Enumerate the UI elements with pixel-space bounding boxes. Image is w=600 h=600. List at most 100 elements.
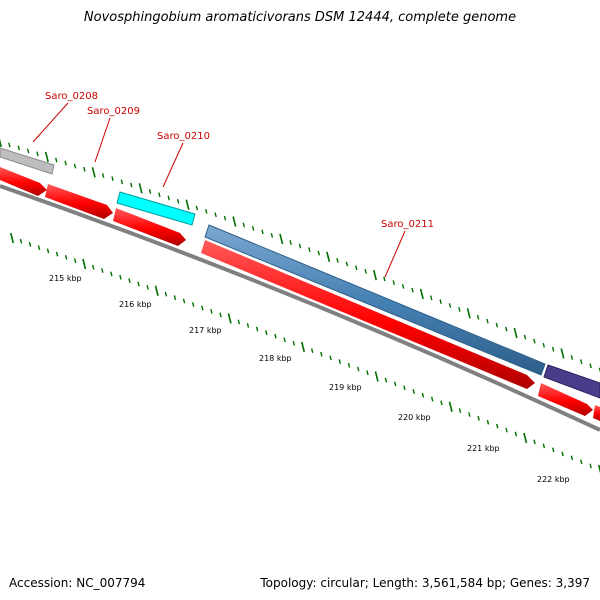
outer-minor-tick	[195, 205, 199, 211]
outer-minor-tick	[570, 355, 574, 360]
inner-major-tick	[300, 341, 306, 353]
gene-arrow-next[interactable]	[538, 383, 593, 416]
outer-minor-tick	[36, 151, 39, 157]
tick-label-217: 217 kbp	[189, 326, 222, 335]
outer-major-tick	[326, 251, 331, 262]
feature-saro-0208[interactable]	[0, 147, 55, 175]
outer-minor-tick	[542, 342, 545, 348]
outer-major-tick	[91, 167, 96, 178]
outer-minor-tick	[505, 326, 508, 332]
feature-next[interactable]	[543, 364, 600, 399]
inner-minor-tick	[338, 359, 342, 364]
outer-minor-tick	[298, 243, 302, 249]
outer-minor-tick	[64, 160, 67, 166]
outer-minor-tick	[148, 189, 152, 194]
outer-minor-tick	[55, 157, 58, 163]
outer-minor-tick	[411, 287, 414, 293]
inner-minor-tick	[366, 370, 369, 376]
inner-minor-tick	[128, 278, 131, 283]
outer-major-tick	[560, 348, 565, 359]
outer-minor-tick	[223, 215, 227, 221]
inner-minor-tick	[505, 427, 508, 433]
feature-saro-0210[interactable]	[116, 191, 196, 226]
tick-label-220: 220 kbp	[398, 413, 431, 422]
gene-arrow-saro-0208[interactable]	[0, 167, 47, 196]
tick-label-218: 218 kbp	[259, 354, 292, 363]
feature-saro-0211[interactable]	[204, 224, 546, 376]
outer-minor-tick	[176, 198, 180, 204]
inner-major-tick	[82, 258, 87, 270]
inner-minor-tick	[28, 242, 32, 247]
label-saro-0210: Saro_0210	[157, 131, 210, 142]
outer-tick-track	[0, 138, 600, 373]
outer-minor-tick	[392, 280, 395, 285]
inner-minor-tick	[561, 451, 564, 457]
inner-minor-tick	[19, 238, 23, 244]
outer-minor-tick	[533, 338, 536, 344]
inner-minor-tick	[580, 459, 583, 465]
tick-label-221: 221 kbp	[467, 444, 500, 453]
inner-minor-tick	[542, 443, 546, 449]
outer-minor-tick	[523, 334, 527, 340]
leader-saro-0209	[94, 117, 111, 163]
inner-minor-tick	[357, 366, 360, 372]
inner-major-tick	[227, 313, 232, 324]
outer-minor-tick	[17, 145, 20, 151]
outer-minor-tick	[308, 247, 311, 252]
outer-major-tick	[279, 233, 284, 245]
inner-minor-tick	[110, 271, 113, 277]
outer-major-tick	[232, 216, 237, 227]
inner-minor-tick	[46, 248, 50, 254]
outer-minor-tick	[589, 363, 592, 369]
outer-major-tick	[372, 269, 378, 281]
inner-minor-tick	[477, 415, 480, 421]
gene-arrow-edge[interactable]	[593, 405, 600, 421]
genome-backbone	[0, 184, 600, 432]
inner-major-tick	[154, 285, 159, 296]
outer-minor-tick	[101, 173, 105, 178]
outer-minor-tick	[458, 307, 461, 312]
outer-minor-tick	[8, 142, 11, 148]
inner-major-tick	[597, 464, 600, 474]
gene-arrow-saro-0209[interactable]	[45, 184, 113, 219]
outer-major-tick	[513, 327, 518, 339]
inner-minor-tick	[514, 431, 518, 437]
inner-minor-tick	[430, 396, 434, 402]
outer-major-tick	[44, 151, 49, 163]
outer-minor-tick	[83, 166, 86, 172]
tick-label-219: 219 kbp	[329, 383, 362, 392]
inner-minor-tick	[393, 381, 397, 387]
inner-minor-tick	[191, 302, 195, 307]
label-saro-0208: Saro_0208	[45, 91, 98, 102]
inner-minor-tick	[570, 455, 574, 461]
outer-minor-tick	[251, 226, 255, 231]
inner-minor-tick	[219, 312, 222, 318]
outer-minor-tick	[167, 195, 170, 201]
inner-minor-tick	[347, 362, 351, 368]
inner-minor-tick	[164, 291, 168, 297]
inner-minor-tick	[468, 412, 471, 417]
outer-major-tick	[419, 288, 424, 300]
inner-minor-tick	[182, 298, 186, 304]
inner-minor-tick	[551, 447, 555, 453]
inner-minor-tick	[73, 258, 77, 264]
outer-minor-tick	[336, 258, 339, 263]
genome-summary-text: Topology: circular; Length: 3,561,584 bp…	[260, 576, 590, 590]
gene-arrow-saro-0211[interactable]	[201, 240, 535, 389]
outer-minor-tick	[495, 322, 499, 328]
outer-minor-tick	[270, 233, 274, 238]
label-saro-0211: Saro_0211	[381, 219, 434, 230]
outer-minor-tick	[364, 269, 367, 274]
tick-label-222: 222 kbp	[537, 475, 570, 484]
inner-minor-tick	[37, 245, 41, 250]
inner-minor-tick	[384, 377, 388, 383]
inner-minor-tick	[237, 319, 241, 325]
inner-minor-tick	[458, 408, 462, 413]
leader-saro-0211	[384, 230, 406, 278]
inner-minor-tick	[283, 337, 286, 343]
gene-arrow-saro-0210[interactable]	[113, 208, 186, 246]
outer-minor-tick	[551, 346, 555, 352]
outer-minor-tick	[242, 222, 245, 228]
inner-minor-tick	[92, 264, 95, 270]
